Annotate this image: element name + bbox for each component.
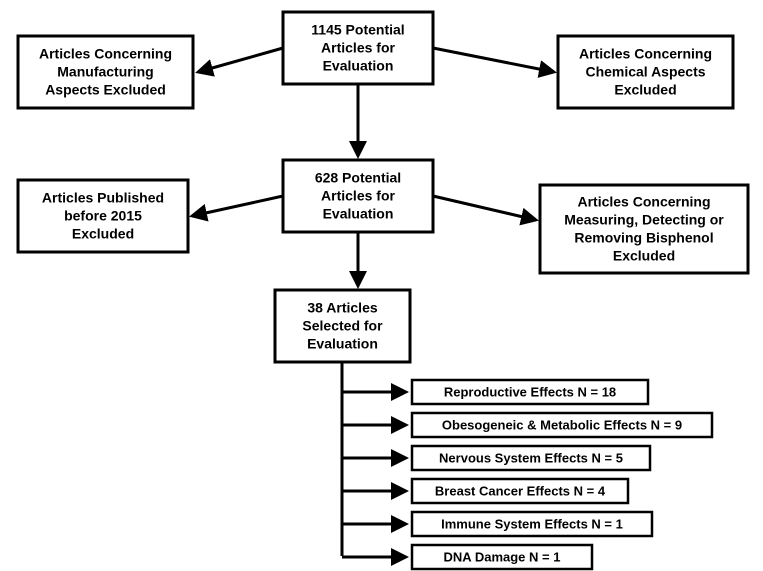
node-final-line2: Evaluation <box>307 336 378 352</box>
category-0: Reproductive Effects N = 18 <box>412 380 648 404</box>
node-excl_manuf: Articles Concerning Manufacturing Aspects … <box>18 36 193 108</box>
category-5-label: DNA Damage N = 1 <box>444 549 561 564</box>
node-excl_year: Articles Published before 2015 Excluded <box>18 180 188 252</box>
category-2: Nervous System Effects N = 5 <box>412 446 650 470</box>
flow-arrow <box>433 48 554 72</box>
flow-arrow <box>198 48 283 72</box>
node-top-line2: Evaluation <box>323 58 394 74</box>
category-4: Immune System Effects N = 1 <box>412 512 652 536</box>
category-1: Obesogeneic & Metabolic Effects N = 9 <box>412 413 712 437</box>
category-2-label: Nervous System Effects N = 5 <box>439 450 623 465</box>
node-excl_year-line1: before 2015 <box>64 208 142 224</box>
node-final-line0: 38 Articles <box>307 300 378 316</box>
node-excl_measure-line3: Excluded <box>613 248 675 264</box>
node-excl_chem: Articles Concerning Chemical Aspects Exclu… <box>558 36 733 108</box>
flow-arrow <box>433 196 536 220</box>
node-top-line0: 1145 Potential <box>311 22 404 38</box>
node-excl_measure-line2: Removing Bisphenol <box>574 230 713 246</box>
node-mid-line1: Articles for <box>321 188 395 204</box>
flow-arrow <box>192 196 283 216</box>
flowchart-canvas: 1145 Potential Articles for Evaluation Arti… <box>0 0 763 571</box>
node-excl_manuf-line2: Aspects Excluded <box>45 82 166 98</box>
category-1-label: Obesogeneic & Metabolic Effects N = 9 <box>442 417 682 432</box>
node-excl_year-line2: Excluded <box>72 226 134 242</box>
node-mid-line0: 628 Potential <box>315 170 401 186</box>
node-top: 1145 Potential Articles for Evaluation <box>283 12 433 84</box>
node-top-line1: Articles for <box>321 40 395 56</box>
node-excl_chem-line0: Articles Concerning <box>579 46 712 62</box>
category-3: Breast Cancer Effects N = 4 <box>412 479 628 503</box>
node-excl_year-line0: Articles Published <box>42 190 164 206</box>
node-excl_measure-line1: Measuring, Detecting or <box>564 212 724 228</box>
category-0-label: Reproductive Effects N = 18 <box>444 384 616 399</box>
node-final: 38 Articles Selected for Evaluation <box>275 290 410 362</box>
node-excl_manuf-line1: Manufacturing <box>57 64 153 80</box>
node-excl_measure-line0: Articles Concerning <box>577 194 710 210</box>
node-excl_chem-line1: Chemical Aspects <box>585 64 705 80</box>
node-excl_measure: Articles Concerning Measuring, Detecting … <box>540 185 748 273</box>
category-5: DNA Damage N = 1 <box>412 545 592 569</box>
node-final-line1: Selected for <box>302 318 383 334</box>
node-excl_manuf-line0: Articles Concerning <box>39 46 172 62</box>
category-3-label: Breast Cancer Effects N = 4 <box>435 483 606 498</box>
node-mid-line2: Evaluation <box>323 206 394 222</box>
node-mid: 628 Potential Articles for Evaluation <box>283 160 433 232</box>
category-4-label: Immune System Effects N = 1 <box>441 516 623 531</box>
node-excl_chem-line2: Excluded <box>614 82 676 98</box>
